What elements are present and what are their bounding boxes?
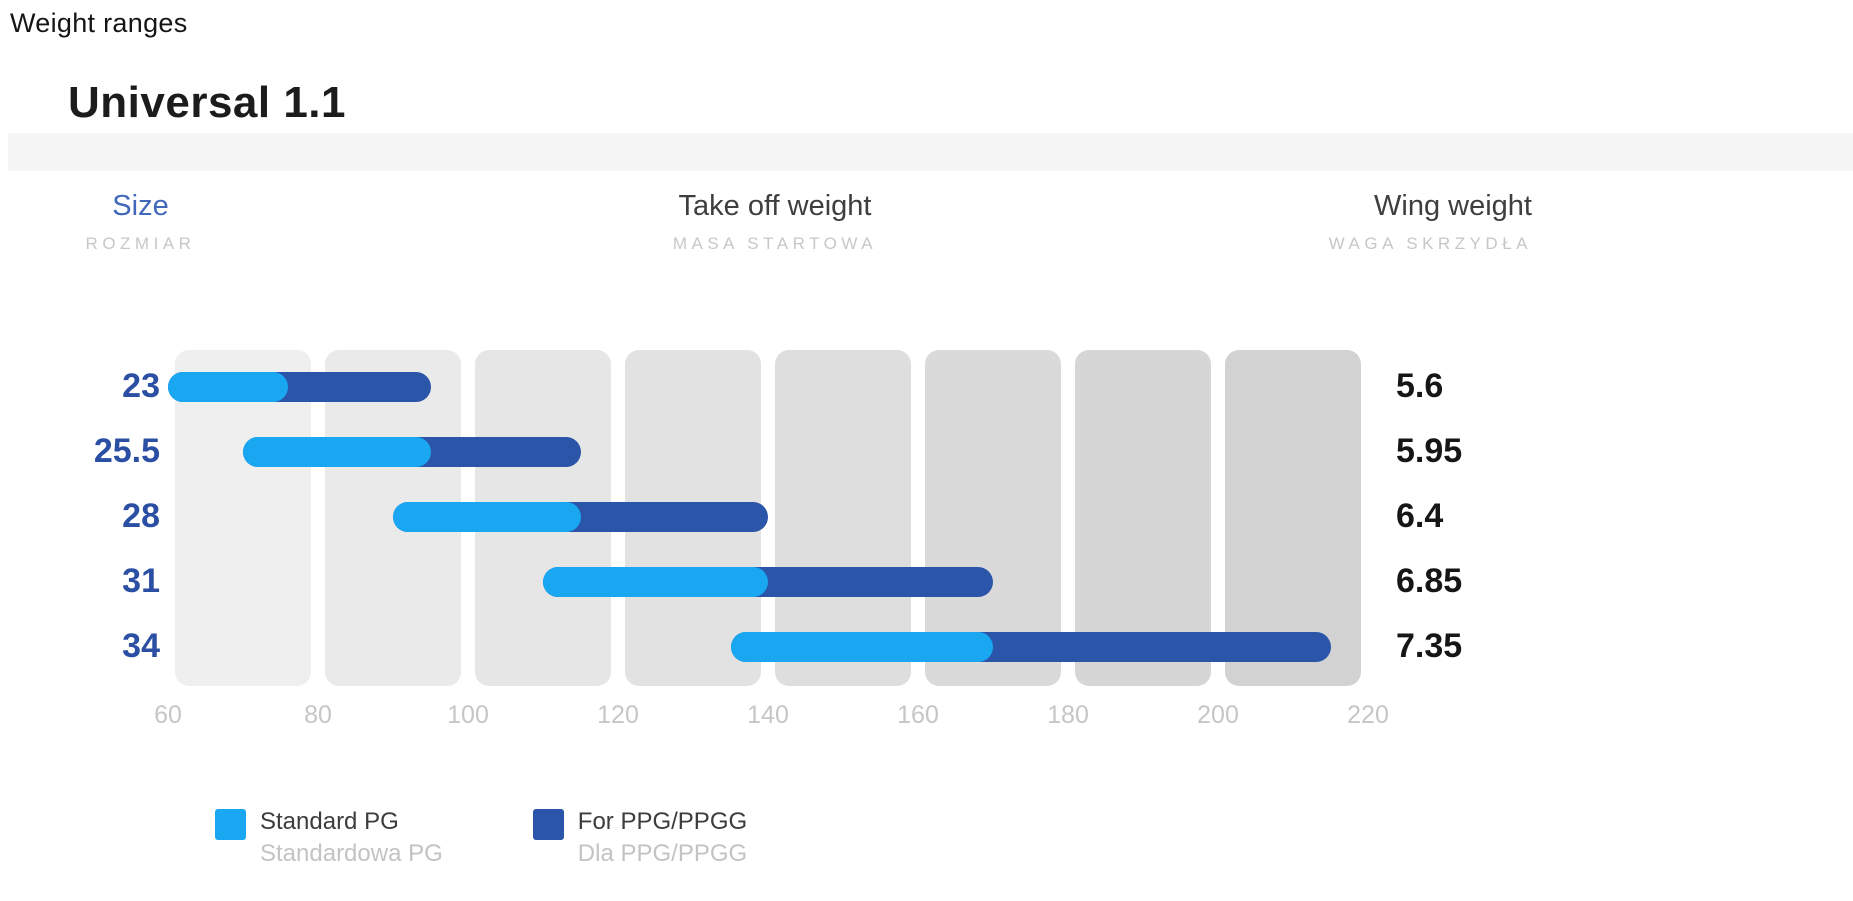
x-axis-tick: 200: [1197, 701, 1239, 729]
x-axis: 60 80 100 120 140 160 180 200 220: [154, 701, 1389, 733]
legend-item-ppg: For PPG/PPGG Dla PPG/PPGG: [532, 806, 748, 876]
product-title: Universal 1.1: [68, 78, 346, 127]
grid-column-band: [1075, 350, 1211, 686]
size-label: 34: [122, 627, 160, 665]
size-label: 28: [122, 497, 160, 535]
takeoff-header-sublabel: MASA STARTOWA: [672, 234, 878, 253]
wing-header-label: Wing weight: [1374, 190, 1532, 222]
highlight-band: [8, 133, 1853, 171]
bar-track: [168, 437, 1368, 467]
bar-track: [168, 632, 1368, 662]
takeoff-header-label: Take off weight: [678, 190, 872, 222]
x-axis-tick: 60: [154, 701, 182, 729]
legend-label-standard-pg: Standard PG: [260, 808, 399, 835]
x-axis-tick: 160: [897, 701, 939, 729]
size-label: 31: [122, 562, 160, 600]
legend-label-ppg: For PPG/PPGG: [577, 808, 748, 835]
size-header-label: Size: [112, 190, 169, 222]
wing-weight-value: 6.85: [1396, 562, 1463, 600]
takeoff-column-header: Take off weight MASA STARTOWA: [555, 188, 995, 255]
page-title: Weight ranges: [10, 8, 188, 38]
legend-sublabel-ppg: Dla PPG/PPGG: [577, 840, 748, 867]
grid-column-band: [925, 350, 1061, 686]
size-column-header: Size ROZMIAR: [48, 188, 233, 255]
bar-track: [168, 372, 1368, 402]
wing-weight-value: 5.95: [1396, 432, 1463, 470]
bar-track: [168, 567, 1368, 597]
legend-sublabel-standard-pg: Standardowa PG: [260, 840, 443, 867]
bar-track: [168, 502, 1368, 532]
bar-standard-pg-range: [543, 567, 768, 597]
wing-weight-value: 5.6: [1396, 367, 1444, 405]
x-axis-tick: 220: [1347, 701, 1389, 729]
x-axis-tick: 100: [447, 701, 489, 729]
size-label: 25.5: [93, 432, 160, 470]
legend-swatch-standard-pg: [215, 809, 246, 840]
size-header-sublabel: ROZMIAR: [85, 234, 196, 253]
grid-column-band: [775, 350, 911, 686]
size-label: 23: [122, 367, 160, 405]
grid-column-band: [1225, 350, 1361, 686]
bar-standard-pg-range: [243, 437, 431, 467]
x-axis-tick: 140: [747, 701, 789, 729]
bar-standard-pg-range: [393, 502, 581, 532]
plot-area: [168, 350, 1368, 686]
grid-column-band: [175, 350, 311, 686]
bar-standard-pg-range: [730, 632, 993, 662]
wing-header-sublabel: WAGA SKRZYDŁA: [1328, 234, 1532, 253]
wing-weight-value: 7.35: [1396, 627, 1463, 665]
legend-item-standard-pg: Standard PG Standardowa PG: [215, 806, 443, 876]
legend-swatch-ppg: [532, 809, 564, 840]
bar-standard-pg-range: [168, 372, 288, 402]
legend: Standard PG Standardowa PG For PPG/PPGG …: [215, 806, 747, 876]
x-axis-tick: 180: [1047, 701, 1089, 729]
x-axis-tick: 80: [304, 701, 332, 729]
x-axis-tick: 120: [597, 701, 639, 729]
wing-column-header: Wing weight WAGA SKRZYDŁA: [1130, 188, 1532, 255]
wing-weight-value: 6.4: [1396, 497, 1444, 535]
